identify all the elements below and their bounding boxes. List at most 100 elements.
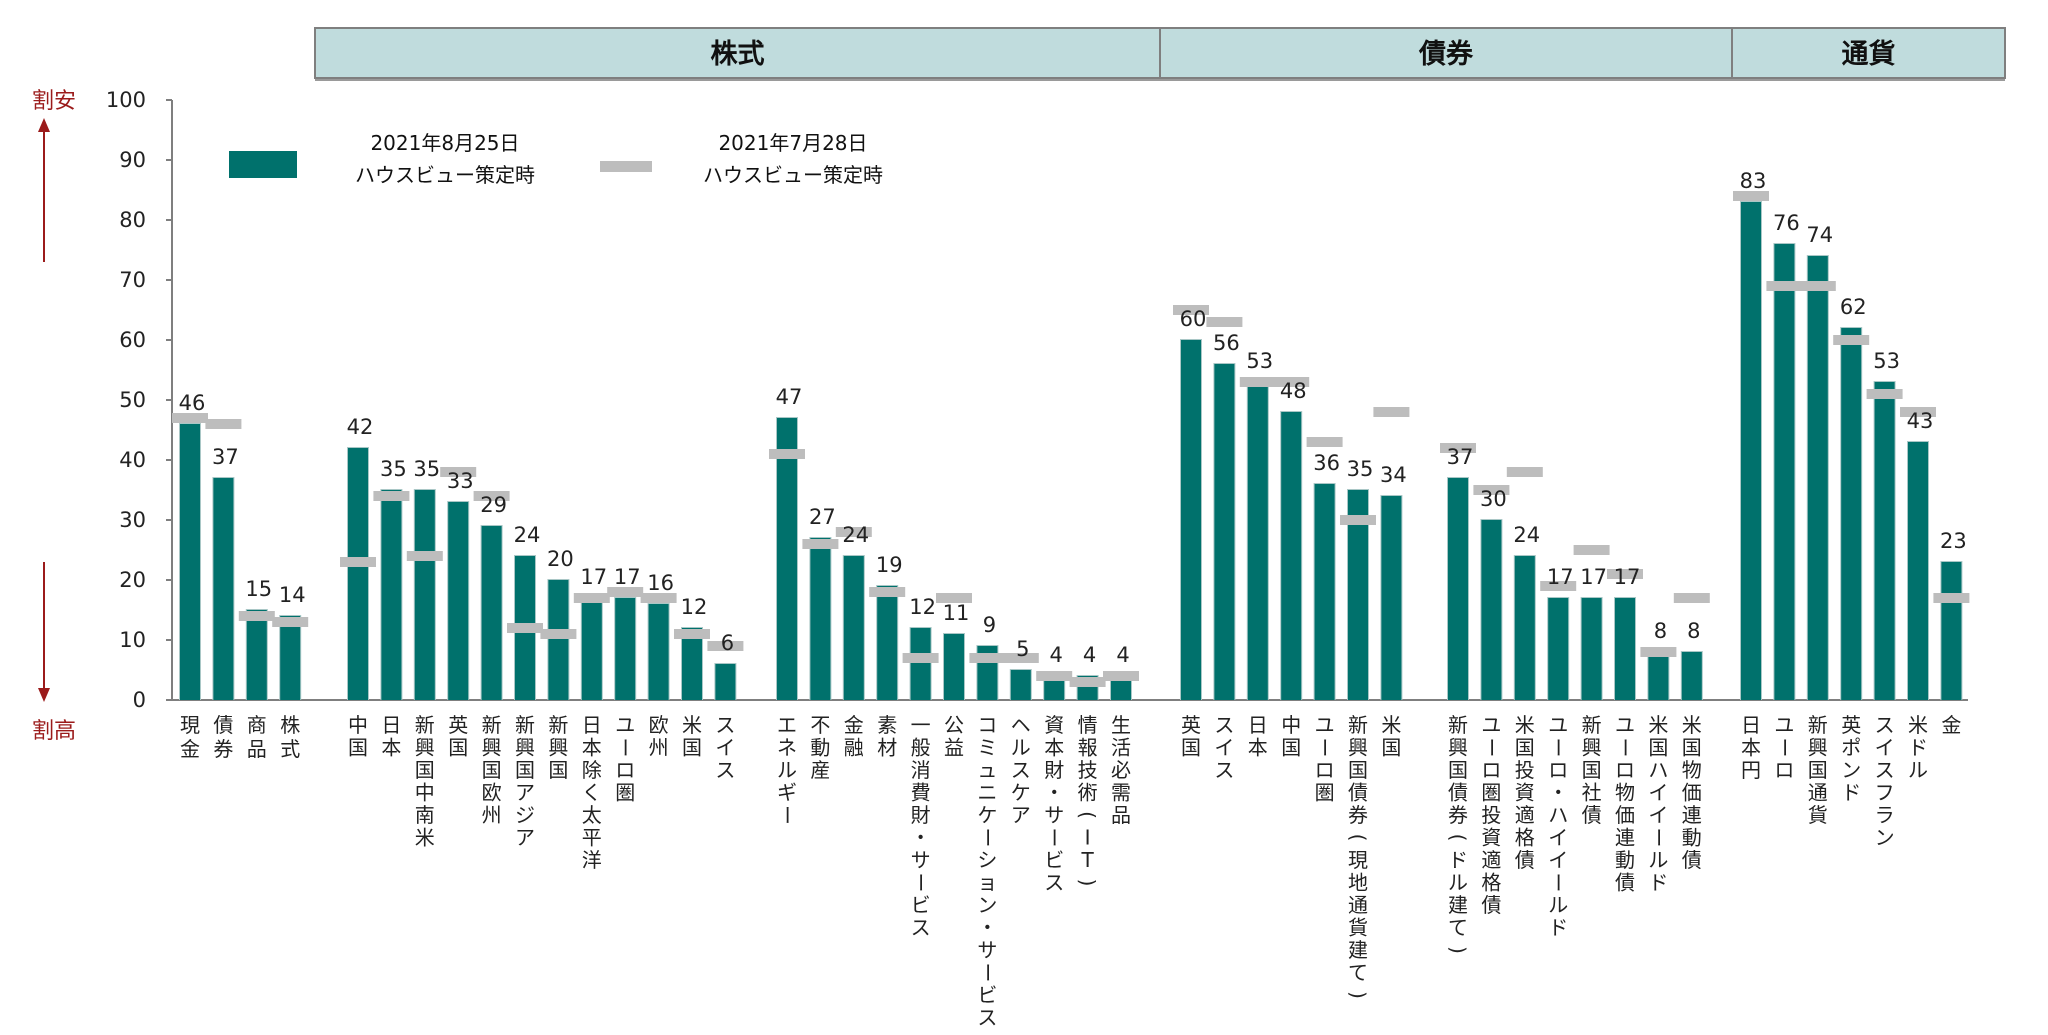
category-label-char: 州 xyxy=(482,803,502,827)
category-label-char: ー xyxy=(1772,738,1796,758)
category-label-char: 益 xyxy=(944,736,964,760)
category-label-char: 国 xyxy=(448,736,468,760)
category-label-char: ド xyxy=(1448,848,1468,872)
bar-current xyxy=(1111,676,1131,700)
category-label-char: ル xyxy=(777,758,797,782)
bar-current xyxy=(1010,670,1031,700)
category-label-char: 消 xyxy=(911,758,931,782)
category-label-char: 連 xyxy=(1682,803,1702,827)
category-label-char: ハ xyxy=(1548,803,1568,827)
marker-previous xyxy=(1103,671,1139,681)
marker-previous xyxy=(1833,335,1870,345)
category-label: 米ドル xyxy=(1908,713,1928,782)
category-label-char: 国 xyxy=(348,736,368,760)
category-label-char: 必 xyxy=(1111,758,1131,782)
category-label-char: 国 xyxy=(1348,758,1368,782)
value-label: 76 xyxy=(1773,211,1800,235)
value-label: 5 xyxy=(1016,637,1029,661)
category-label-char: 興 xyxy=(1448,736,1468,760)
category-label-char: ョ xyxy=(977,871,997,895)
marker-previous xyxy=(769,449,805,459)
category-label-char: ス xyxy=(1875,713,1895,737)
category-label-char: ス xyxy=(715,758,735,782)
category-label: 日本 xyxy=(381,713,401,760)
marker-previous xyxy=(205,419,242,429)
category-label-char: 価 xyxy=(1682,781,1702,805)
category-label-char: 興 xyxy=(1348,736,1368,760)
marker-previous xyxy=(1799,281,1836,291)
category-label-char: 品 xyxy=(1111,803,1131,827)
category-label: 式 xyxy=(280,737,300,761)
category-label-char: ー xyxy=(1546,873,1570,893)
marker-previous xyxy=(1766,281,1803,291)
marker-previous xyxy=(1002,653,1039,663)
category-label: スイス xyxy=(1214,713,1234,782)
bar-current xyxy=(213,478,234,700)
bar-current xyxy=(615,598,636,700)
category-label-char: 貨 xyxy=(1348,916,1368,940)
bar-current xyxy=(1448,478,1468,700)
category-label-char: ユ xyxy=(1615,713,1635,737)
value-label: 62 xyxy=(1840,295,1867,319)
category-label-char: 米 xyxy=(1648,713,1668,737)
marker-previous xyxy=(1239,377,1276,387)
category-label-char: 券 xyxy=(1448,803,1468,827)
category-label-char: ド xyxy=(1841,781,1861,805)
value-label: 35 xyxy=(413,457,440,481)
category-label-char: 興 xyxy=(482,736,502,760)
category-label-char: ビ xyxy=(911,893,931,917)
value-label: 17 xyxy=(1547,565,1574,589)
value-label: 15 xyxy=(245,577,272,601)
bar-current xyxy=(1514,556,1535,700)
category-label-char: 価 xyxy=(1615,803,1635,827)
category-label: 債 xyxy=(213,713,233,737)
y-tick-label: 90 xyxy=(119,148,146,172)
category-label-char: 国 xyxy=(515,758,535,782)
category-label-char: 費 xyxy=(911,781,931,805)
bar-current xyxy=(648,604,669,700)
category-label-char: 英 xyxy=(1841,713,1861,737)
category-label-char: 通 xyxy=(1348,893,1368,917)
category-label-char: 国 xyxy=(1181,736,1201,760)
bar-current xyxy=(1741,202,1761,700)
bar-current xyxy=(1648,652,1669,700)
value-label: 12 xyxy=(909,595,936,619)
value-label: 19 xyxy=(876,553,903,577)
marker-previous xyxy=(1069,677,1106,687)
arrow-up-head-icon xyxy=(38,118,50,132)
marker-previous xyxy=(1373,407,1410,417)
category-label-char: 圏 xyxy=(615,781,635,805)
category-label-char: 建 xyxy=(1448,893,1468,917)
bar-current xyxy=(1874,382,1895,700)
category-label-char: 新 xyxy=(1348,713,1368,737)
marker-previous xyxy=(674,629,710,639)
bar-current xyxy=(1681,652,1702,700)
category-label-char: 財 xyxy=(1044,758,1064,782)
category-label-char: ー xyxy=(1042,828,1066,848)
category-label-char: 物 xyxy=(1682,758,1702,782)
category-label-char: ロ xyxy=(1315,758,1335,782)
marker-previous xyxy=(172,413,208,423)
category-label-char: 太 xyxy=(582,803,602,827)
category-label-char: 本 xyxy=(381,736,401,760)
category-label-char: 新 xyxy=(415,713,435,737)
value-label: 24 xyxy=(1513,523,1540,547)
category-label-char: 英 xyxy=(448,713,468,737)
category-label-char: ハ xyxy=(1648,758,1668,782)
y-tick-label: 20 xyxy=(119,568,146,592)
category-label: ユーロ xyxy=(1772,713,1796,782)
value-label: 74 xyxy=(1806,223,1833,247)
category-label-char: ド xyxy=(1648,871,1668,895)
marker-previous xyxy=(607,587,644,597)
category-label-char: 資 xyxy=(1044,713,1064,737)
category-label-char: 適 xyxy=(1481,848,1501,872)
value-label: 17 xyxy=(580,565,607,589)
category-label-char: 新 xyxy=(1448,713,1468,737)
value-label: 43 xyxy=(1907,409,1934,433)
